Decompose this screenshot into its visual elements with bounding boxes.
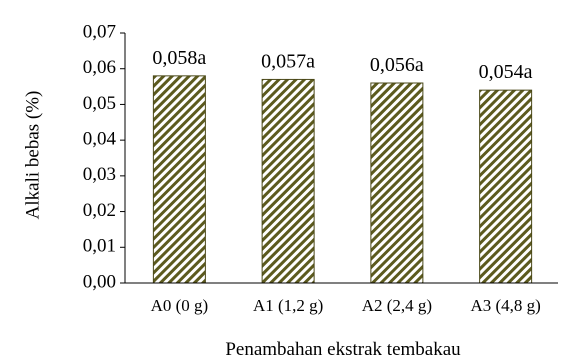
bar-1: [261, 78, 315, 284]
y-axis-ticks: 0,00 0,01 0,02 0,03 0,04 0,05 0,06 0,07: [83, 21, 125, 292]
data-label-2: 0,056a: [370, 54, 424, 76]
y-axis-title: Alkali bebas (%): [22, 91, 43, 220]
data-label-3: 0,054a: [479, 61, 533, 83]
x-axis-category-labels: A0 (0 g) A1 (1,2 g) A2 (2,4 g) A3 (4,8 g): [151, 296, 541, 315]
x-category-label-3: A3 (4,8 g): [470, 296, 540, 315]
y-tick-label: 0,03: [83, 164, 116, 185]
y-tick-label: 0,04: [83, 129, 117, 150]
bars: [152, 75, 533, 284]
y-tick-label: 0,07: [83, 21, 116, 42]
y-tick-label: 0,05: [83, 93, 116, 114]
x-category-label-1: A1 (1,2 g): [253, 296, 323, 315]
y-tick-label: 0,01: [83, 236, 116, 257]
y-tick-label: 0,06: [83, 57, 116, 78]
x-axis-title: Penambahan ekstrak tembakau: [225, 339, 461, 360]
x-category-label-2: A2 (2,4 g): [362, 296, 432, 315]
y-tick-label: 0,00: [83, 271, 116, 292]
bar-3: [479, 89, 533, 284]
bar-2: [370, 82, 424, 284]
y-tick-label: 0,02: [83, 200, 116, 221]
data-labels: 0,058a 0,057a 0,056a 0,054a: [152, 47, 532, 83]
x-category-label-0: A0 (0 g): [151, 296, 209, 315]
data-label-1: 0,057a: [261, 50, 315, 72]
data-label-0: 0,058a: [152, 47, 206, 69]
bar-0: [152, 75, 206, 284]
